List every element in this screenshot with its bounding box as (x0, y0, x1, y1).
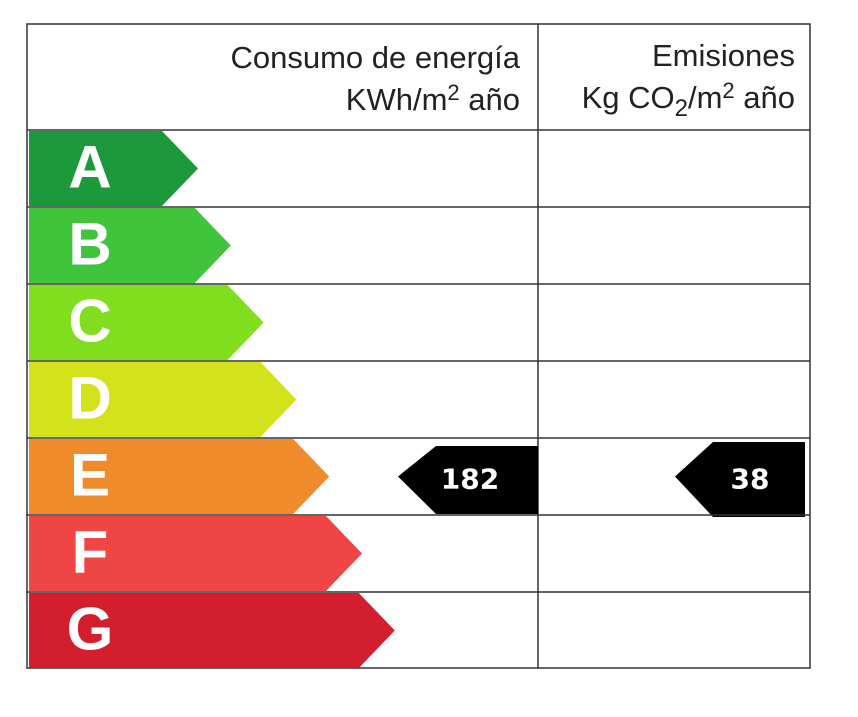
rating-letter: G (67, 595, 114, 662)
emissions-value: 38 (731, 463, 770, 496)
rating-arrow (29, 208, 231, 283)
consumption-marker (398, 446, 538, 514)
rating-arrow (29, 131, 198, 206)
rating-letter: C (68, 287, 111, 354)
rating-arrow (29, 516, 362, 591)
table-border (26, 23, 811, 669)
rating-letter: F (72, 518, 109, 585)
consumption-title: Consumo de energía (230, 40, 520, 75)
unit-part: Kg CO (582, 80, 675, 115)
rating-arrow (29, 362, 297, 437)
emissions-title: Emisiones (652, 38, 795, 73)
emissions-unit: Kg CO2/m2 año (582, 78, 795, 122)
rating-letter: A (68, 133, 111, 200)
emissions-marker (675, 442, 805, 517)
rating-letter: D (68, 364, 111, 431)
unit-sup: 2 (722, 78, 734, 103)
consumption-unit: KWh/m2 año (346, 80, 520, 117)
rating-arrow (29, 285, 264, 360)
unit-part: KWh/m (346, 82, 448, 117)
unit-part: /m (688, 80, 722, 115)
consumption-value: 182 (441, 463, 499, 496)
unit-sub: 2 (675, 95, 688, 122)
unit-part: año (735, 80, 795, 115)
rating-letter: B (68, 210, 111, 277)
rating-arrow (29, 439, 330, 514)
rating-letter: E (70, 441, 110, 508)
unit-part: año (460, 82, 520, 117)
unit-sup: 2 (447, 80, 459, 105)
rating-arrow (29, 593, 395, 668)
